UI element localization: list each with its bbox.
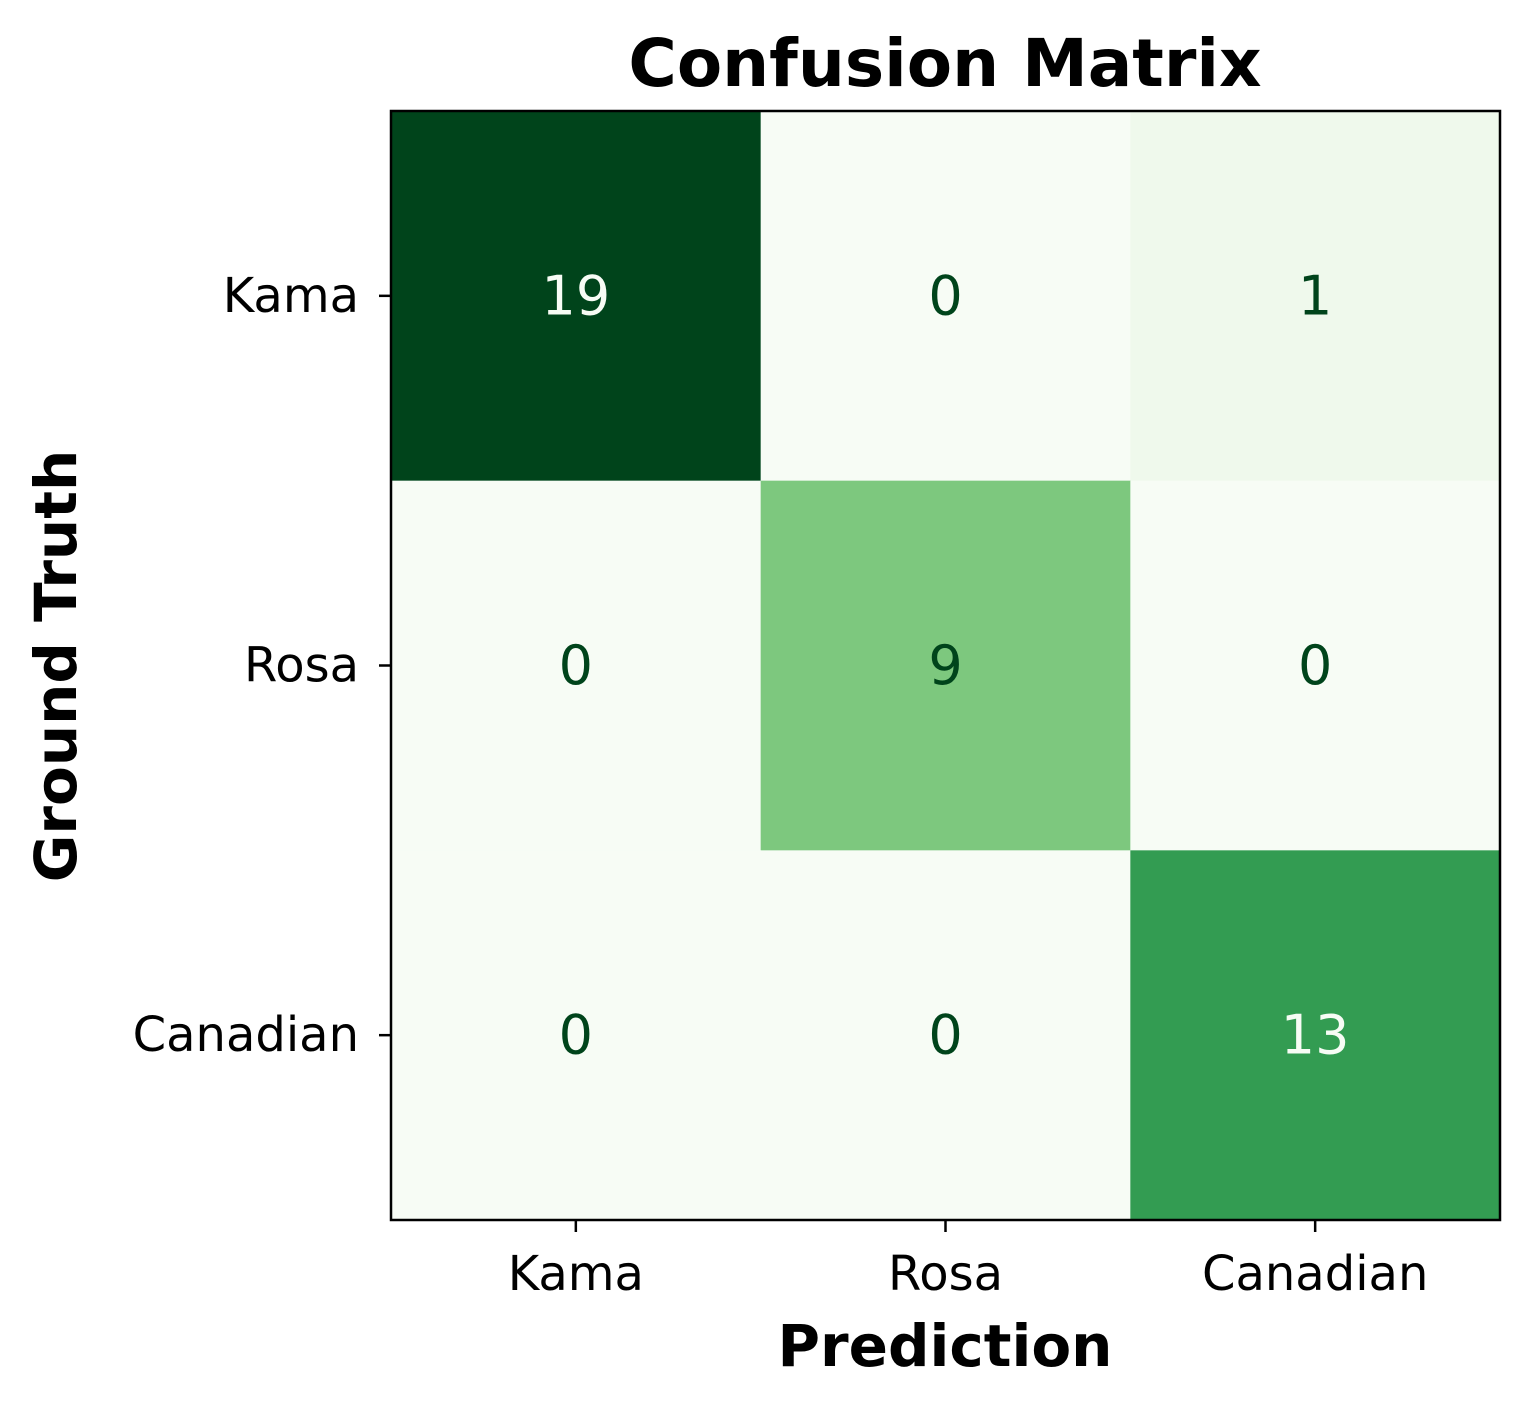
x-tick-label: Rosa <box>888 1246 1003 1302</box>
x-tick-label: Kama <box>508 1246 644 1302</box>
heatmap-cell <box>391 480 762 851</box>
heatmap-cell <box>1130 850 1501 1221</box>
heatmap-cell-value: 0 <box>928 264 962 327</box>
heatmap-cell-value: 19 <box>541 264 610 327</box>
y-tick-label: Canadian <box>133 1007 359 1063</box>
heatmap-cell-value: 0 <box>559 634 593 697</box>
heatmap-cell <box>391 850 762 1221</box>
heatmap-cell <box>760 111 1131 482</box>
heatmap-cell-value: 0 <box>559 1004 593 1067</box>
heatmap-cell-value: 1 <box>1298 264 1332 327</box>
y-axis-label: Ground Truth <box>22 450 90 882</box>
heatmap-cell <box>1130 480 1501 851</box>
heatmap-cell <box>1130 111 1501 482</box>
x-axis-ticks: Kama Rosa Canadian <box>508 1220 1428 1302</box>
chart-title: Confusion Matrix <box>628 25 1261 102</box>
heatmap-cell-labels: 19 0 1 0 9 0 0 0 13 <box>541 264 1349 1066</box>
heatmap-cell <box>760 480 1131 851</box>
y-axis-ticks: Kama Rosa Canadian <box>133 268 391 1063</box>
heatmap-cell-value: 9 <box>928 634 962 697</box>
heatmap-cell-value: 0 <box>928 1004 962 1067</box>
y-tick-label: Kama <box>223 268 359 324</box>
x-axis-label: Prediction <box>778 1312 1113 1380</box>
x-tick-label: Canadian <box>1202 1246 1428 1302</box>
heatmap-cells <box>391 111 1501 1221</box>
y-tick-label: Rosa <box>244 638 359 694</box>
heatmap-cell-value: 13 <box>1281 1004 1350 1067</box>
heatmap-cell <box>391 111 762 482</box>
heatmap-cell-value: 0 <box>1298 634 1332 697</box>
heatmap-cell <box>760 850 1131 1221</box>
